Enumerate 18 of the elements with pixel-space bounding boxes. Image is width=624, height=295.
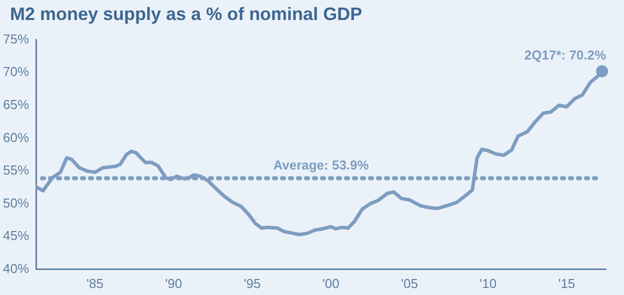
y-tick-label: 40% — [2, 260, 30, 276]
x-tick-label: '05 — [400, 276, 418, 291]
ref-line-label: Average: 53.9% — [273, 157, 370, 172]
x-tick-label: '00 — [322, 276, 340, 291]
y-tick-label: 45% — [2, 228, 30, 244]
annotation: 2Q17*: 70.2% — [524, 47, 606, 62]
y-tick-label: 65% — [2, 96, 30, 112]
x-tick-label: '90 — [165, 276, 182, 291]
y-tick-label: 60% — [2, 130, 30, 145]
chart-title: M2 money supply as a % of nominal GDP — [10, 4, 362, 25]
y-tick-label: 50% — [2, 195, 30, 210]
x-tick-label: '85 — [86, 276, 104, 291]
x-tick-label: '10 — [480, 276, 497, 291]
y-tick-label: 70% — [2, 64, 30, 80]
x-tick-label: '15 — [558, 276, 576, 291]
y-tick-label: 75% — [2, 31, 30, 46]
y-tick-label: 55% — [2, 162, 30, 178]
x-tick-label: '95 — [244, 276, 261, 291]
